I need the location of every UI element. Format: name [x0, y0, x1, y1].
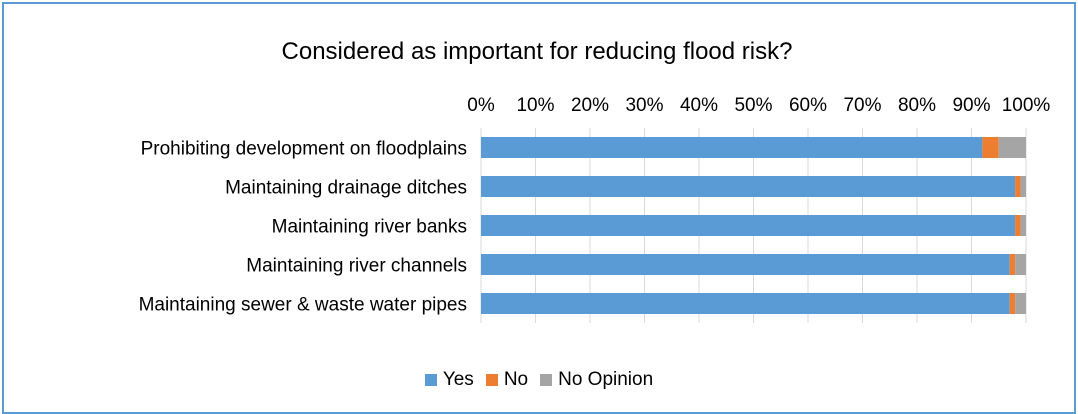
bar-segment-no	[1009, 293, 1016, 314]
legend-label: No Opinion	[558, 369, 654, 390]
chart-title: Considered as important for reducing flo…	[281, 38, 793, 65]
category-label: Maintaining river channels	[246, 256, 467, 277]
bar-segment-yes	[481, 137, 983, 158]
x-tick-label: 60%	[789, 95, 827, 116]
legend-item: Yes	[424, 369, 474, 391]
x-tick-label: 30%	[625, 95, 663, 116]
x-tick-label: 0%	[467, 95, 495, 116]
bar-segment-yes	[481, 215, 1016, 236]
bar-segment-no-opinion	[1015, 254, 1026, 275]
bar-segment-no	[1015, 215, 1021, 236]
category-label: Maintaining drainage ditches	[225, 178, 467, 199]
bar-segment-no	[1015, 176, 1021, 197]
legend-swatch	[540, 374, 553, 386]
category-label: Maintaining sewer & waste water pipes	[139, 295, 467, 316]
bar-segment-yes	[481, 254, 1010, 275]
bar-segment-no-opinion	[998, 137, 1026, 158]
legend-swatch	[485, 374, 498, 386]
bar-segment-no	[1009, 254, 1016, 275]
x-tick-label: 70%	[843, 95, 881, 116]
legend-swatch	[424, 374, 437, 386]
x-tick-label: 100%	[1002, 95, 1051, 116]
chart-legend: Yes No No Opinion	[0, 369, 1078, 391]
x-tick-label: 90%	[952, 95, 990, 116]
bar-segment-yes	[481, 293, 1010, 314]
x-tick-label: 10%	[516, 95, 554, 116]
bar-segment-yes	[481, 176, 1016, 197]
x-tick-label: 50%	[734, 95, 772, 116]
x-tick-label: 40%	[680, 95, 718, 116]
bar-segment-no-opinion	[1015, 293, 1026, 314]
legend-item: No Opinion	[540, 369, 653, 391]
bar-segment-no	[982, 137, 999, 158]
x-tick-label: 20%	[571, 95, 609, 116]
legend-label: No	[503, 369, 529, 390]
category-label: Prohibiting development on floodplains	[141, 139, 467, 160]
x-tick-label: 80%	[898, 95, 936, 116]
bar-segment-no-opinion	[1020, 215, 1026, 236]
category-label: Maintaining river banks	[272, 217, 467, 238]
bar-segment-no-opinion	[1020, 176, 1026, 197]
legend-label: Yes	[442, 369, 474, 390]
legend-item: No	[485, 369, 529, 391]
